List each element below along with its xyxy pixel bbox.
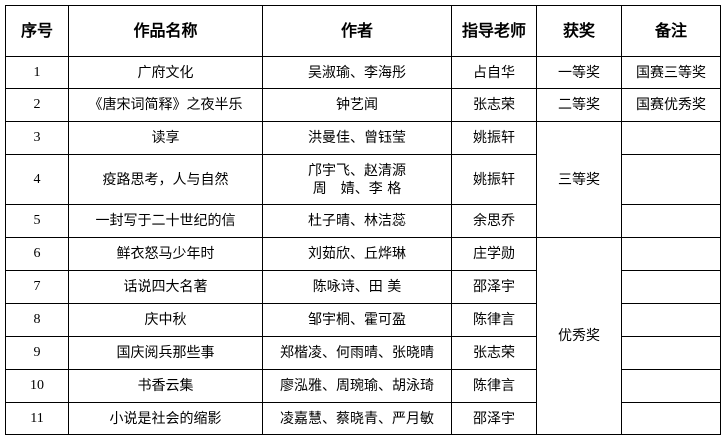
cell-no: 1 [5,56,69,89]
header-note: 备注 [621,5,721,57]
cell-note [621,303,721,337]
cell-note: 国赛优秀奖 [621,88,721,122]
cell-no: 8 [5,303,69,337]
author-line: 洪曼佳、曾钰莹 [308,130,406,146]
cell-teacher: 陈律言 [451,369,537,403]
cell-no: 4 [5,154,69,205]
cell-authors: 洪曼佳、曾钰莹 [262,121,452,155]
cell-note: 国赛三等奖 [621,56,721,89]
header-title: 作品名称 [68,5,263,57]
cell-teacher: 张志荣 [451,336,537,370]
author-line: 吴淑瑜、李海彤 [308,64,406,81]
cell-title: 一封写于二十世纪的信 [68,204,263,238]
cell-award: 一等奖 [536,56,622,89]
author-line: 邹宇桐、霍可盈 [308,312,406,328]
cell-title: 疫路思考，人与自然 [68,154,263,205]
cell-title: 广府文化 [68,56,263,89]
cell-note [621,369,721,403]
author-line: 邝宇飞、赵清源 [308,162,406,179]
table-row: 2 《唐宋词简释》之夜半乐 钟艺闻 张志荣 二等奖 国赛优秀奖 [5,88,721,122]
cell-teacher: 余思乔 [451,204,537,238]
cell-title: 读享 [68,121,263,155]
author-line: 陈咏诗、田 美 [312,279,402,295]
cell-authors: 陈咏诗、田 美 [262,270,452,304]
cell-authors: 凌嘉慧、蔡晓青、严月敏 [262,402,452,435]
table-row: 4 疫路思考，人与自然 邝宇飞、赵清源周 婧、李 格 姚振轩 [5,154,721,205]
author-line: 周 婧、李 格 [312,180,402,197]
cell-title: 《唐宋词简释》之夜半乐 [68,88,263,122]
author-line: 刘茹欣、丘烨琳 [308,246,406,262]
table-row: 1 广府文化 吴淑瑜、李海彤 占自华 一等奖 国赛三等奖 [5,56,721,89]
author-line: 凌嘉慧、蔡晓青、严月敏 [280,410,434,427]
cell-teacher: 占自华 [451,56,537,89]
cell-title: 鲜衣怒马少年时 [68,237,263,271]
cell-title: 庆中秋 [68,303,263,337]
table-row: 6 鲜衣怒马少年时 刘茹欣、丘烨琳 庄学勋 优秀奖 [5,237,721,435]
cell-authors: 刘茹欣、丘烨琳 [262,237,452,271]
header-row: 序号 作品名称 作者 指导老师 获奖 备注 [5,5,721,57]
cell-title: 国庆阅兵那些事 [68,336,263,370]
cell-authors: 杜子晴、林洁蕊 [262,204,452,238]
cell-authors: 钟艺闻 [262,88,452,122]
cell-no: 3 [5,121,69,155]
header-teacher-label: 指导老师 [461,21,526,40]
table-row: 9 国庆阅兵那些事 郑楷凌、何雨晴、张晓晴 张志荣 [5,336,721,370]
author-line: 郑楷凌、何雨晴、张晓晴 [280,345,434,361]
header-no: 序号 [5,5,69,57]
table-row: 11 小说是社会的缩影 凌嘉慧、蔡晓青、严月敏 邵泽宇 [5,402,721,435]
cell-no: 6 [5,237,69,271]
cell-no: 9 [5,336,69,370]
header-authors: 作者 [262,5,452,57]
cell-teacher: 姚振轩 [451,121,537,155]
cell-authors: 郑楷凌、何雨晴、张晓晴 [262,336,452,370]
cell-note [621,204,721,238]
cell-award: 三等奖 [536,121,622,238]
cell-note [621,154,721,205]
cell-award: 二等奖 [536,88,622,122]
cell-no: 5 [5,204,69,238]
table-row: 5 一封写于二十世纪的信 杜子晴、林洁蕊 余思乔 [5,204,721,238]
cell-note [621,121,721,155]
cell-authors: 邹宇桐、霍可盈 [262,303,452,337]
table-row: 3 读享 洪曼佳、曾钰莹 姚振轩 三等奖 [5,121,721,238]
cell-teacher: 陈律言 [451,303,537,337]
cell-teacher: 庄学勋 [451,237,537,271]
cell-title: 话说四大名著 [68,270,263,304]
author-line: 杜子晴、林洁蕊 [308,213,406,229]
cell-title: 书香云集 [68,369,263,403]
cell-note [621,237,721,271]
cell-no: 2 [5,88,69,122]
cell-note [621,402,721,435]
header-teacher: 指导老师 [451,5,537,57]
cell-title: 小说是社会的缩影 [68,402,263,435]
cell-teacher: 邵泽宇 [451,402,537,435]
cell-award: 优秀奖 [536,237,622,435]
cell-authors: 吴淑瑜、李海彤 [262,56,452,89]
cell-teacher: 姚振轩 [451,154,537,205]
cell-teacher: 张志荣 [451,88,537,122]
cell-no: 10 [5,369,69,403]
author-line: 钟艺闻 [336,97,378,113]
cell-note [621,336,721,370]
cell-no: 11 [5,402,69,435]
header-award: 获奖 [536,5,622,57]
cell-teacher: 邵泽宇 [451,270,537,304]
cell-authors: 廖泓雅、周琬瑜、胡泳琦 [262,369,452,403]
cell-authors: 邝宇飞、赵清源周 婧、李 格 [262,154,452,205]
cell-no: 7 [5,270,69,304]
author-line: 廖泓雅、周琬瑜、胡泳琦 [280,378,434,394]
awards-table: 序号 作品名称 作者 指导老师 获奖 备注 1 广府文化 吴淑瑜、李海彤 占自华… [5,5,721,435]
table-row: 7 话说四大名著 陈咏诗、田 美 邵泽宇 [5,270,721,304]
cell-note [621,270,721,304]
